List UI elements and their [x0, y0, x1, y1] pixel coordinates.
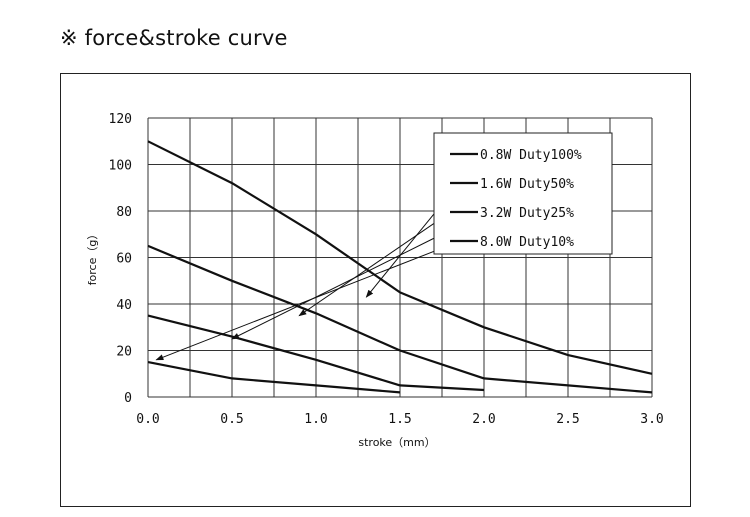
x-tick-label: 2.5 — [556, 412, 579, 427]
y-tick-label: 20 — [116, 345, 132, 360]
y-axis-label: force（g） — [86, 229, 99, 286]
series-line-3 — [147, 314, 485, 392]
annotation-arrow-4 — [155, 247, 443, 361]
y-tick-label: 100 — [109, 159, 132, 174]
x-tick-label: 1.0 — [304, 412, 327, 427]
x-tick-label: 0.0 — [136, 412, 159, 427]
legend-entry: 8.0W Duty10% — [480, 235, 574, 250]
legend-entry: 1.6W Duty50% — [480, 177, 574, 192]
x-tick-label: 0.5 — [220, 412, 243, 427]
legend: 0.8W Duty100% 1.6W Duty50% 3.2W Duty25% 8.0… — [433, 132, 613, 255]
y-tick-label: 60 — [116, 252, 132, 267]
y-tick-label: 120 — [109, 112, 132, 127]
series-line-1 — [147, 140, 653, 375]
axis-ticks: 0.0 0.5 1.0 1.5 2.0 2.5 3.0 0 20 40 60 80 100 120 — [109, 112, 664, 427]
page-title: ※ force&stroke curve — [60, 26, 288, 50]
chart-frame — [60, 73, 691, 507]
y-tick-label: 0 — [124, 391, 132, 406]
legend-entry: 3.2W Duty25% — [480, 206, 574, 221]
x-tick-label: 3.0 — [640, 412, 663, 427]
legend-entry: 0.8W Duty100% — [480, 148, 582, 163]
y-tick-label: 40 — [116, 298, 132, 313]
x-tick-label: 2.0 — [472, 412, 495, 427]
x-tick-label: 1.5 — [388, 412, 411, 427]
annotation-arrow-2 — [298, 217, 443, 317]
annotation-arrow-3 — [231, 233, 443, 340]
x-axis-label: stroke（mm） — [358, 436, 435, 449]
series-line-4 — [147, 361, 401, 394]
annotation-arrows — [155, 203, 443, 361]
annotation-arrow-1 — [365, 203, 443, 298]
series-lines — [147, 140, 653, 394]
series-line-2 — [147, 244, 653, 394]
y-tick-label: 80 — [116, 205, 132, 220]
